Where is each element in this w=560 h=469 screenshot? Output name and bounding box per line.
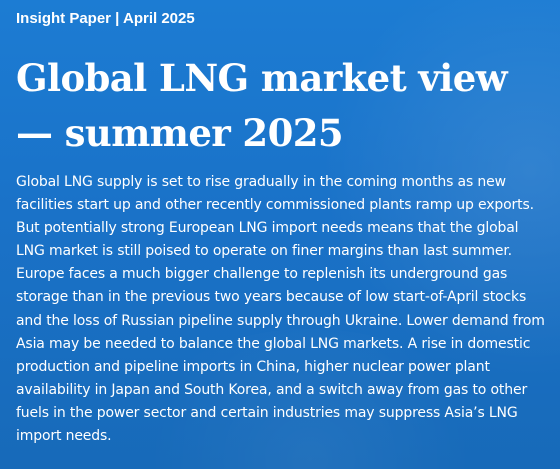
publication-kicker: Insight Paper | April 2025 (16, 10, 195, 27)
page-title: Global LNG market view — summer 2025 (16, 56, 508, 155)
summary-paragraph: Global LNG supply is set to rise gradual… (16, 174, 545, 445)
hero-content: Insight Paper | April 2025 Global LNG ma… (16, 10, 545, 445)
